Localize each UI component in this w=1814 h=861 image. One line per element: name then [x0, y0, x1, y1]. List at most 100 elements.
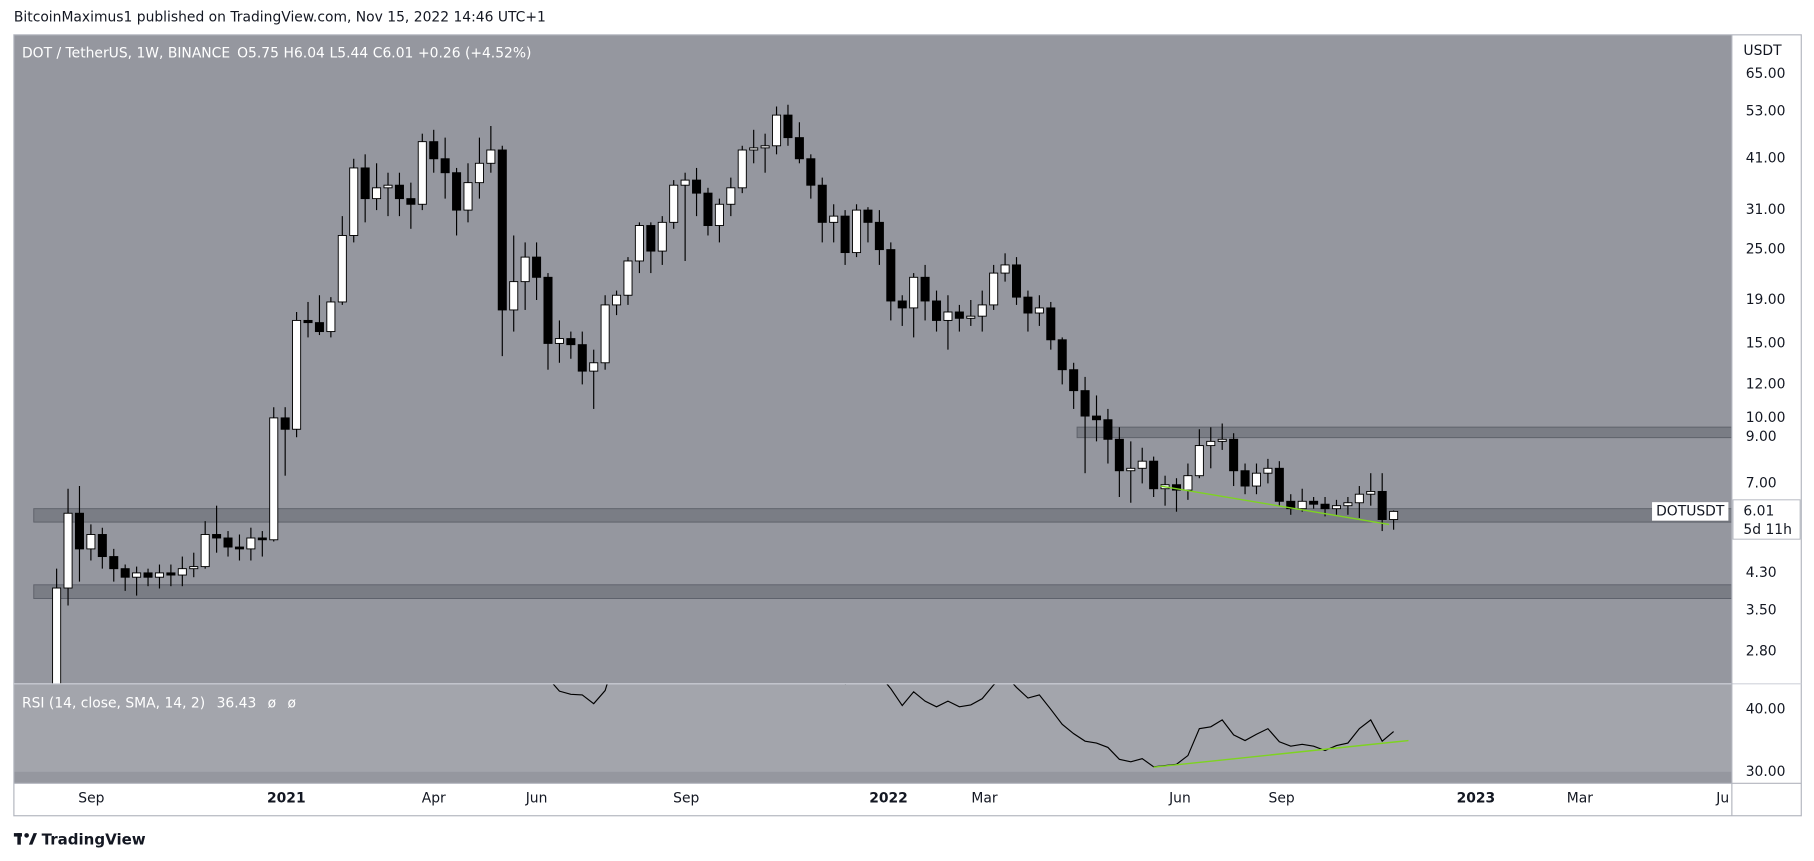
candle-body	[383, 184, 393, 189]
candle-body	[1080, 390, 1090, 417]
x-tick-label: Mar	[1567, 790, 1593, 806]
candle-body	[1331, 505, 1341, 510]
x-tick-label: Sep	[673, 790, 699, 806]
candle-body	[532, 256, 542, 278]
candle-body	[86, 534, 96, 550]
candle-body	[452, 172, 462, 211]
candle-body	[269, 417, 279, 541]
x-tick-label: Jun	[525, 790, 548, 806]
rsi-trendline	[1153, 739, 1409, 768]
candle-body	[783, 114, 793, 139]
candle-body	[1217, 438, 1227, 442]
legend-value: 6.04	[294, 45, 325, 61]
candle-body	[349, 167, 359, 236]
y-tick-label: 2.80	[1746, 644, 1777, 660]
candle-body	[829, 215, 839, 223]
candle-body	[1263, 467, 1273, 474]
x-tick-label: Mar	[971, 790, 997, 806]
candle-body	[497, 149, 507, 311]
candle-body	[1023, 296, 1033, 314]
candle-body	[52, 587, 62, 684]
candle-body	[863, 209, 873, 223]
candle-body	[703, 192, 713, 227]
candle-body	[97, 534, 107, 558]
candle-body	[623, 260, 633, 296]
last-price: 6.01	[1743, 503, 1774, 519]
candle-body	[692, 179, 702, 194]
price-zone	[1076, 426, 1732, 439]
rsi-value: 36.43	[217, 696, 257, 712]
candle-body	[303, 319, 313, 324]
candle-body	[794, 137, 804, 160]
candle-body	[326, 301, 336, 333]
x-tick-label: Ju	[1715, 790, 1729, 806]
price-unit: USDT	[1743, 43, 1782, 59]
candle-body	[1149, 460, 1159, 490]
candle-body	[1103, 419, 1113, 440]
candle-body	[212, 534, 222, 539]
candle-body	[737, 149, 747, 189]
logo-part	[24, 833, 29, 838]
candle-body	[463, 182, 473, 211]
rsi-tick-label: 30.00	[1746, 764, 1786, 780]
candle-body	[189, 566, 199, 570]
x-tick-label: 2023	[1457, 790, 1496, 806]
candle-body	[554, 338, 564, 344]
candle-body	[909, 276, 919, 309]
candle-body	[577, 344, 587, 372]
rsi-line	[552, 683, 1394, 768]
candle-body	[74, 512, 84, 550]
legend-value: 5.75	[248, 45, 279, 61]
candle-body	[1069, 369, 1079, 392]
candle-body	[509, 281, 519, 311]
candle-body	[920, 276, 930, 302]
candle-body	[1229, 438, 1239, 472]
candle-body	[154, 572, 164, 578]
y-tick-label: 7.00	[1746, 475, 1777, 491]
candle-body	[680, 179, 690, 186]
candle-body	[749, 147, 759, 151]
candle-body	[1126, 467, 1136, 472]
symbol-tag: DOTUSDT	[1656, 503, 1725, 519]
candle-body	[406, 198, 416, 205]
legend-value: 6.01	[382, 45, 413, 61]
candle-body	[886, 249, 896, 302]
x-tick-label: Sep	[78, 790, 104, 806]
candle-body	[932, 300, 942, 321]
candle-body	[372, 187, 382, 200]
candle-body	[246, 537, 256, 550]
symbol-legend: DOT / TetherUS, 1W, BINANCE O5.75 H6.04 L5.…	[22, 45, 532, 61]
candle-body	[669, 184, 679, 223]
y-tick-label: 19.00	[1746, 292, 1786, 308]
y-tick-label: 9.00	[1746, 429, 1777, 445]
x-tick-label: 2021	[267, 790, 306, 806]
candle-body	[429, 141, 439, 160]
candle-body	[589, 362, 599, 372]
y-tick-label: 41.00	[1746, 151, 1786, 167]
candle-body	[966, 315, 976, 319]
candle-body	[989, 272, 999, 306]
rsi-plot	[13, 683, 1732, 772]
main-plot	[33, 104, 1732, 684]
legend-change: +0.26 (+4.52%)	[418, 45, 531, 61]
candle-body	[280, 417, 290, 430]
candle-body	[257, 537, 267, 541]
trendline	[1160, 485, 1390, 526]
candle-body	[1251, 472, 1261, 487]
rsi-band	[13, 683, 1732, 772]
candle-body	[1137, 460, 1147, 469]
frame	[13, 34, 1802, 817]
candle-body	[1377, 490, 1387, 520]
y-tick-label: 65.00	[1746, 66, 1786, 82]
candle-body	[120, 568, 130, 578]
candle-body	[612, 294, 622, 306]
candle-body	[143, 572, 153, 578]
candle-body	[1194, 445, 1204, 477]
candle-body	[474, 162, 484, 184]
brand-name: TradingView	[42, 831, 146, 849]
candle-body	[1320, 503, 1330, 510]
candle-body	[657, 221, 667, 252]
candle-body	[714, 203, 724, 227]
price-zone	[33, 584, 1732, 599]
candle-body	[543, 276, 553, 344]
